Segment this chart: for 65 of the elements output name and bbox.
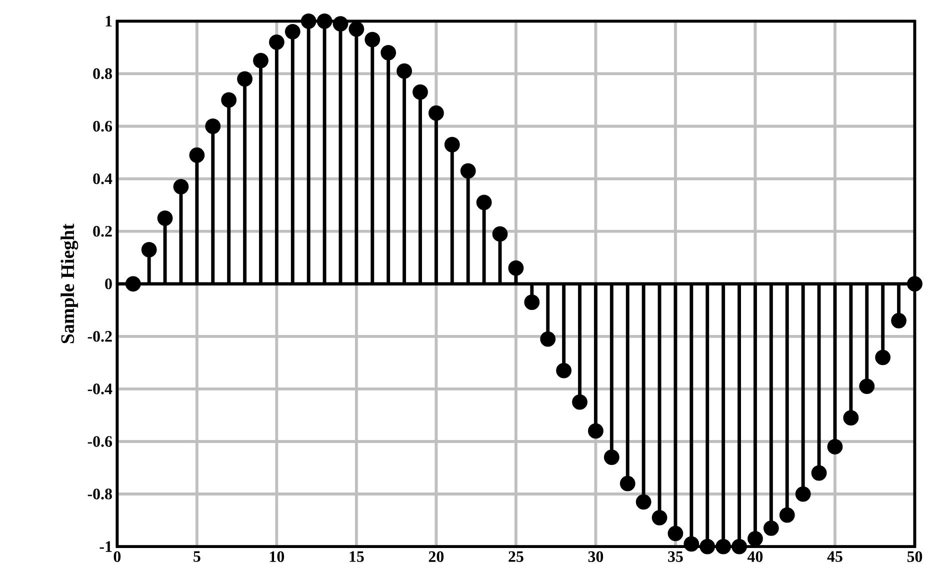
point: [141, 242, 157, 258]
point: [237, 71, 252, 87]
point: [811, 465, 827, 481]
y-tick-label: 0.8: [93, 68, 112, 80]
point: [827, 438, 843, 454]
y-tick-label: -1: [100, 541, 112, 552]
x-tick-label: 35: [668, 551, 683, 562]
point: [508, 260, 524, 276]
point: [795, 486, 811, 502]
x-tick-label: 45: [827, 551, 842, 562]
y-tick-label: 0.4: [93, 173, 112, 184]
point: [157, 210, 173, 226]
point: [173, 178, 189, 194]
point: [316, 13, 332, 29]
x-tick-label: 50: [907, 551, 922, 562]
point: [779, 507, 795, 523]
y-tick-label: -0.8: [88, 488, 112, 500]
point: [556, 362, 572, 378]
point: [492, 226, 508, 242]
y-tick-label: -0.6: [88, 436, 112, 447]
point: [364, 32, 380, 48]
y-tick-label: -0.4: [88, 383, 112, 394]
y-tick-label: 0: [105, 278, 112, 290]
point: [396, 63, 412, 79]
x-tick-label: 20: [428, 551, 444, 562]
point: [268, 34, 284, 50]
point: [348, 21, 364, 37]
point: [300, 13, 316, 29]
point: [221, 92, 237, 108]
point: [604, 449, 620, 465]
point: [380, 44, 396, 60]
x-tick-label: 25: [508, 551, 524, 562]
point: [332, 16, 348, 32]
point: [524, 294, 540, 310]
x-tick-label: 5: [194, 551, 200, 562]
point: [205, 118, 221, 134]
x-tick-label: 15: [350, 551, 364, 562]
point: [476, 194, 492, 210]
point: [189, 147, 205, 163]
point: [428, 105, 444, 121]
point: [412, 84, 428, 100]
point: [572, 394, 588, 410]
point: [253, 52, 268, 68]
point: [636, 494, 652, 510]
point: [125, 276, 141, 292]
x-tick-label: 0: [114, 551, 121, 562]
point: [460, 163, 476, 179]
x-tick-label: 10: [270, 551, 284, 562]
x-tick-label: 30: [588, 551, 604, 562]
y-tick-label: -0.2: [88, 330, 112, 342]
point: [284, 24, 300, 40]
point: [540, 331, 556, 347]
point: [588, 423, 604, 439]
y-tick-label: 0.6: [93, 120, 112, 132]
point: [444, 136, 460, 152]
point: [620, 476, 636, 492]
x-tick-label: 40: [747, 551, 763, 562]
point: [859, 378, 875, 394]
point: [875, 350, 891, 366]
point: [652, 510, 668, 526]
point: [763, 520, 779, 536]
y-tick-label: 0.2: [93, 226, 112, 237]
y-axis-title: Sample Hieght: [60, 224, 78, 344]
point: [843, 410, 859, 426]
y-tick-label: 1: [106, 16, 112, 26]
